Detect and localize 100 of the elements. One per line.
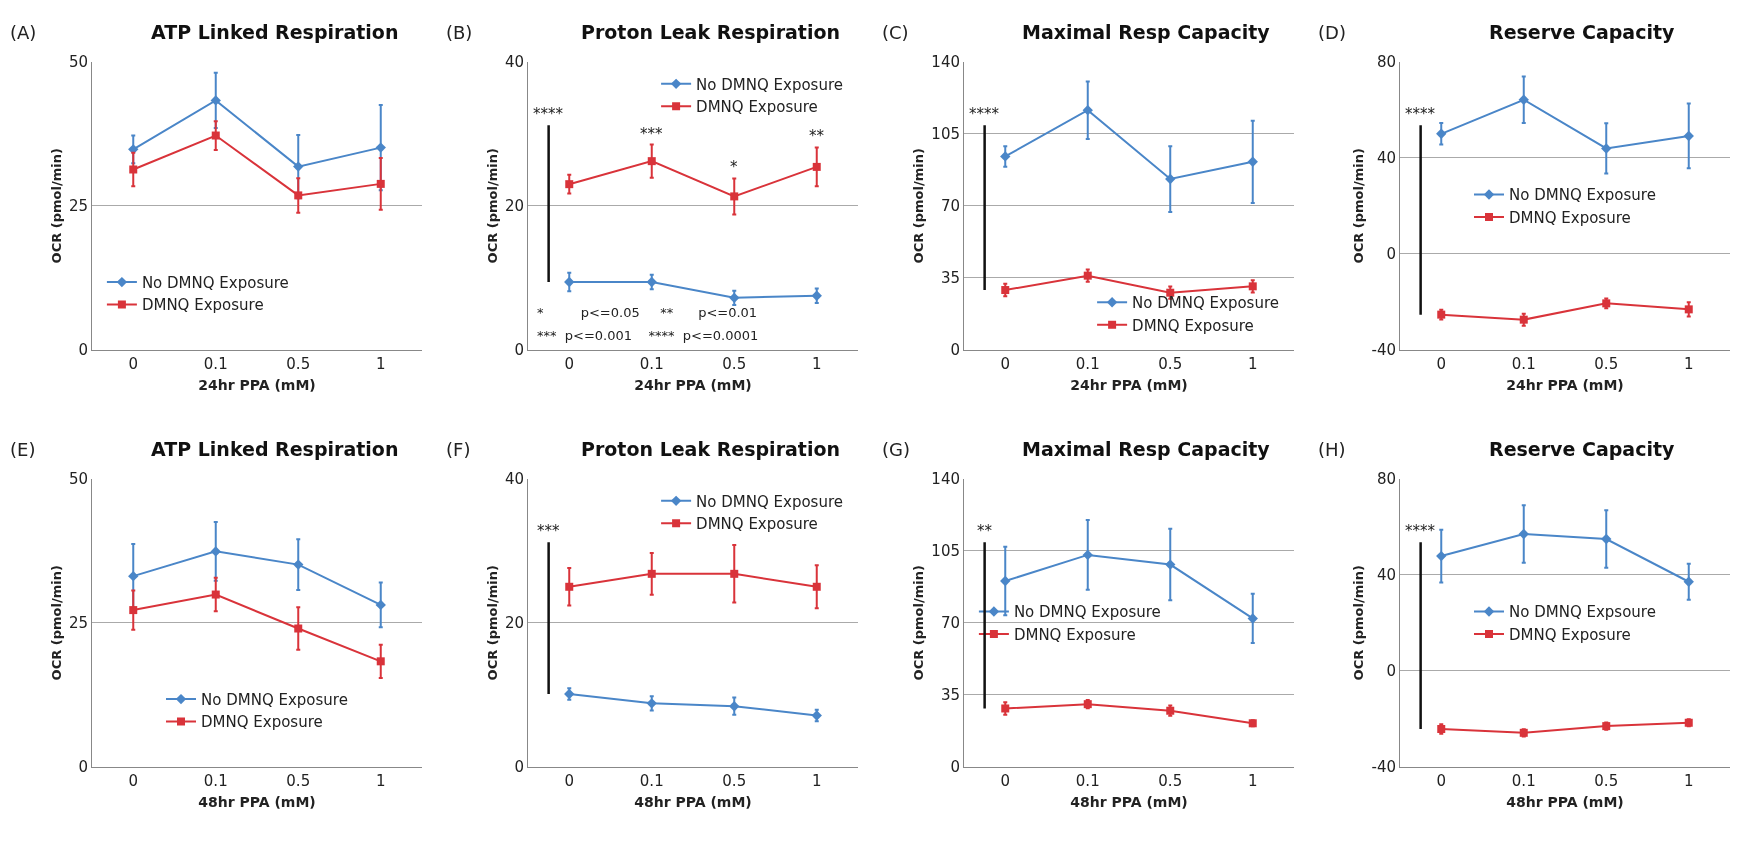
legend-label: No DMNQ Exposure xyxy=(1013,603,1161,622)
x-axis-title: 48hr PPA (mM) xyxy=(1506,793,1624,810)
annotation: **** xyxy=(1405,522,1436,540)
y-tick-label: 140 xyxy=(931,53,960,72)
y-tick-label: 0 xyxy=(1386,661,1396,680)
y-tick-label: 25 xyxy=(68,197,88,215)
annotation: ** xyxy=(977,522,993,540)
y-tick-label: 25 xyxy=(68,614,88,632)
x-axis-title: 48hr PPA (mM) xyxy=(1070,793,1188,810)
x-tick-label: 1 xyxy=(1683,771,1694,790)
text: (C) xyxy=(882,22,909,43)
annotation: **** xyxy=(1405,105,1436,123)
x-tick-label: 0 xyxy=(1000,354,1011,373)
x-tick-label: 0.5 xyxy=(722,771,747,790)
x-tick-label: 0.5 xyxy=(286,354,311,373)
x-axis-title: 48hr PPA (mM) xyxy=(198,793,316,810)
x-tick-label: 0.1 xyxy=(639,354,664,373)
y-tick-label: 0 xyxy=(78,340,88,359)
text: (H) xyxy=(1318,439,1346,460)
y-tick-label: 140 xyxy=(931,470,960,489)
y-tick-label: 35 xyxy=(940,685,960,704)
y-tick-label: 20 xyxy=(504,614,524,632)
y-tick-label: 105 xyxy=(931,542,960,561)
y-tick-label: -40 xyxy=(1371,340,1396,359)
legend-label: DMNQ Exposure xyxy=(696,98,818,117)
x-tick-label: 0.5 xyxy=(722,354,747,373)
annotation: *** p<=0.001 **** p<=0.0001 xyxy=(537,328,759,343)
text: (B) xyxy=(446,22,473,43)
y-tick-label: 105 xyxy=(931,125,960,144)
y-tick-label: 40 xyxy=(504,53,524,72)
y-tick-label: 80 xyxy=(1376,53,1396,72)
y-tick-label: 0 xyxy=(514,757,524,776)
x-tick-label: 0.1 xyxy=(639,771,664,790)
y-tick-label: 0 xyxy=(950,340,960,359)
y-tick-label: 40 xyxy=(1376,566,1396,585)
y-axis-title: OCR (pmol/min) xyxy=(484,565,500,681)
legend-label: No DMNQ Exposure xyxy=(141,273,289,292)
annotation: * p<=0.05 ** p<=0.01 xyxy=(537,305,758,320)
x-tick-label: 1 xyxy=(811,354,822,373)
legend-label: DMNQ Exposure xyxy=(696,515,818,534)
y-axis-title: OCR (pmol/min) xyxy=(48,148,64,264)
x-tick-label: 1 xyxy=(375,354,386,373)
chart-title: ATP Linked Respiration xyxy=(151,21,399,43)
x-axis-title: 48hr PPA (mM) xyxy=(634,793,752,810)
y-tick-label: 80 xyxy=(1376,470,1396,489)
legend-label: DMNQ Exposure xyxy=(201,713,323,732)
chart-title: Reserve Capacity xyxy=(1489,438,1676,460)
x-axis-title: 24hr PPA (mM) xyxy=(1070,376,1188,393)
x-axis-title: 24hr PPA (mM) xyxy=(198,376,316,393)
y-tick-label: 0 xyxy=(950,757,960,776)
legend-label: DMNQ Exposure xyxy=(1132,316,1254,335)
y-tick-label: 35 xyxy=(940,268,960,287)
legend-label: DMNQ Exposure xyxy=(141,296,264,315)
legend-label: No DMNQ Exposure xyxy=(1132,294,1280,313)
chart-title: Reserve Capacity xyxy=(1489,21,1676,43)
x-tick-label: 0 xyxy=(128,354,139,373)
x-tick-label: 0.1 xyxy=(203,354,228,373)
y-tick-label: 0 xyxy=(514,340,524,359)
text: (G) xyxy=(882,439,910,460)
x-tick-label: 0.1 xyxy=(203,771,228,790)
y-tick-label: 0 xyxy=(1386,244,1396,263)
x-tick-label: 0.5 xyxy=(1158,354,1183,373)
chart-title: Maximal Resp Capacity xyxy=(1022,438,1271,460)
legend-label: No DMNQ Exposure xyxy=(201,690,348,709)
x-tick-label: 0.1 xyxy=(1075,354,1100,373)
x-tick-label: 0.1 xyxy=(1075,771,1100,790)
legend-label: No DMNQ Exposure xyxy=(696,75,844,94)
annotation: *** xyxy=(640,125,663,143)
legend-label: DMNQ Exposure xyxy=(1509,625,1631,644)
legend-label: No DMNQ Exposure xyxy=(696,492,844,511)
x-tick-label: 1 xyxy=(811,771,822,790)
x-tick-label: 1 xyxy=(375,771,386,790)
legend-label: No DMNQ Exposure xyxy=(1509,186,1656,205)
y-axis-title: OCR (pmol/min) xyxy=(484,148,500,264)
x-axis-title: 24hr PPA (mM) xyxy=(1506,376,1624,393)
legend-label: DMNQ Exposure xyxy=(1013,625,1136,644)
chart-title: Proton Leak Respiration xyxy=(581,21,840,43)
legend-label: No DMNQ Expsoure xyxy=(1509,603,1656,622)
text: (E) xyxy=(10,439,36,460)
text: (F) xyxy=(446,439,471,460)
x-tick-label: 0.5 xyxy=(1158,771,1183,790)
annotation: * xyxy=(730,158,738,176)
x-tick-label: 0 xyxy=(564,771,575,790)
annotation: *** xyxy=(537,522,560,540)
x-tick-label: 1 xyxy=(1247,771,1258,790)
y-tick-label: -40 xyxy=(1371,757,1396,776)
text: (A) xyxy=(10,22,37,43)
y-tick-label: 50 xyxy=(68,470,88,489)
legend-label: DMNQ Exposure xyxy=(1509,208,1631,227)
annotation: ** xyxy=(809,127,825,145)
y-axis-title: OCR (pmol/min) xyxy=(911,565,927,681)
x-tick-label: 0.1 xyxy=(1511,771,1536,790)
x-tick-label: 0 xyxy=(1436,771,1447,790)
chart-title: Maximal Resp Capacity xyxy=(1022,21,1271,43)
y-tick-label: 50 xyxy=(68,53,88,72)
x-tick-label: 0 xyxy=(128,771,139,790)
y-tick-label: 40 xyxy=(1376,149,1396,168)
annotation: **** xyxy=(533,105,564,123)
y-tick-label: 70 xyxy=(940,614,960,632)
x-axis-title: 24hr PPA (mM) xyxy=(634,376,752,393)
